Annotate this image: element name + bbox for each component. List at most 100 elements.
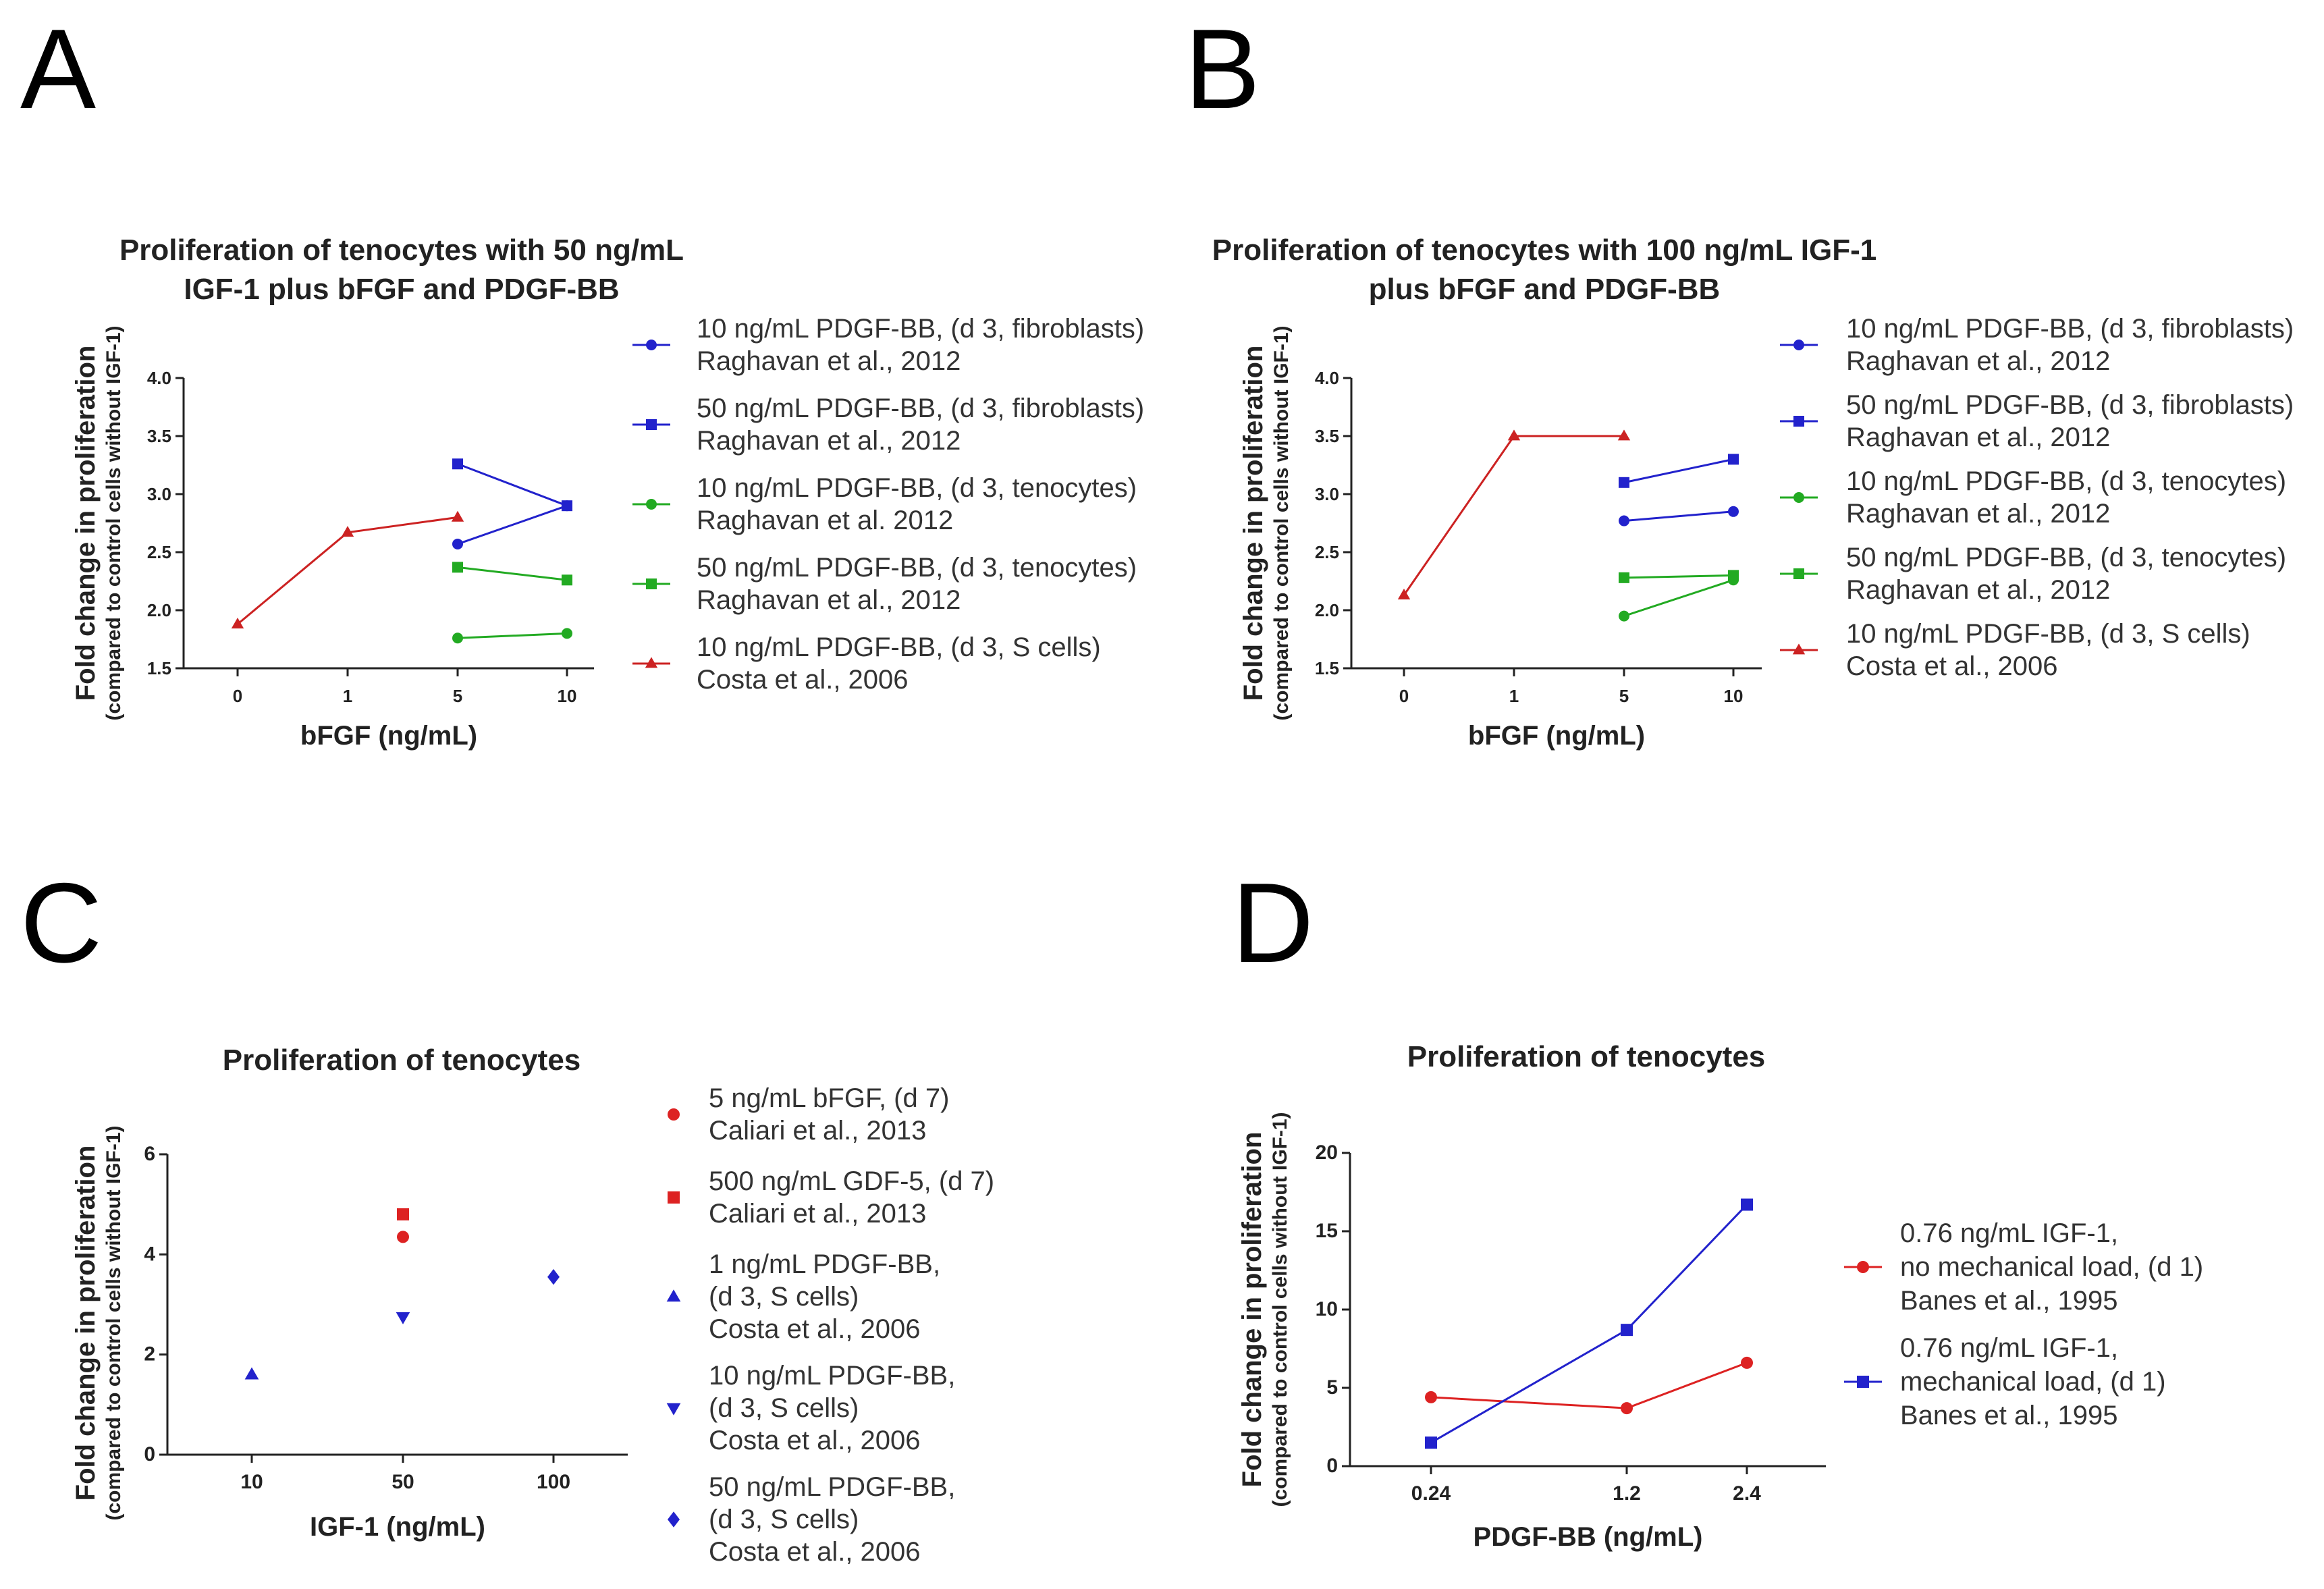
legend-entry: 10 ng/mL PDGF-BB, (d 3, fibroblasts)Ragh…: [1780, 314, 2294, 376]
legend-label: Banes et al., 1995: [1900, 1286, 2117, 1316]
legend-label: Raghavan et al., 2012: [697, 426, 961, 456]
series-line: [1430, 1362, 1748, 1409]
data-point: [562, 628, 572, 639]
y-tick-label: 4.0: [1315, 368, 1339, 388]
legend-marker: [1792, 643, 1806, 655]
legend-label: Raghavan et al. 2012: [697, 506, 953, 535]
data-point: [452, 562, 463, 573]
x-tick-label: 2.4: [1733, 1482, 1761, 1505]
panel-a: A Proliferation of tenocytes with 50 ng/m…: [20, 5, 1144, 751]
y-tick-label: 4.0: [147, 368, 171, 388]
data-point: [397, 1231, 409, 1243]
x-tick-label: 5: [453, 686, 462, 706]
legend-label: 50 ng/mL PDGF-BB, (d 3, tenocytes): [1846, 543, 2286, 572]
y-axis-sublabel: (compared to control cells without IGF-1…: [1270, 325, 1293, 720]
data-point: [1621, 1402, 1633, 1415]
y-tick-label: 5: [1326, 1376, 1338, 1399]
legend-marker: [646, 578, 657, 589]
y-axis-label: Fold change in proliferation: [1239, 346, 1268, 701]
legend-label: Costa et al., 2006: [709, 1314, 921, 1344]
legend-marker: [668, 1511, 680, 1528]
y-tick-label: 1.5: [1315, 658, 1339, 678]
legend-label: 50 ng/mL PDGF-BB, (d 3, tenocytes): [697, 553, 1137, 583]
legend-marker: [1857, 1376, 1869, 1388]
legend-label: Raghavan et al., 2012: [697, 585, 961, 615]
legend-label: (d 3, S cells): [709, 1282, 859, 1312]
panel-letter: D: [1232, 859, 1314, 986]
series-line: [1623, 578, 1734, 618]
legend-label: mechanical load, (d 1): [1900, 1367, 2166, 1397]
legend: 0.76 ng/mL IGF-1, no mechanical load, (d …: [1844, 1218, 2203, 1430]
series-line: [457, 504, 568, 545]
legend-label: Costa et al., 2006: [1846, 651, 2058, 681]
x-axis-label: IGF-1 (ng/mL): [310, 1512, 485, 1542]
legend-entry: 1 ng/mL PDGF-BB,(d 3, S cells)Costa et a…: [666, 1249, 940, 1344]
x-axis-label: bFGF (ng/mL): [1468, 721, 1645, 751]
y-tick-label: 2.0: [147, 600, 171, 620]
legend-label: Banes et al., 1995: [1900, 1401, 2117, 1430]
series-2: [397, 1208, 409, 1220]
series-3: [452, 628, 572, 644]
y-tick-label: 3.0: [147, 484, 171, 504]
legend-entry: 10 ng/mL PDGF-BB, (d 3, fibroblasts)Ragh…: [632, 314, 1144, 376]
data-point: [231, 618, 244, 629]
x-tick-label: 1.2: [1613, 1482, 1641, 1505]
y-tick-label: 0: [144, 1443, 155, 1465]
panel-letter: C: [20, 859, 102, 986]
y-axis-label: Fold change in proliferation: [71, 1146, 101, 1501]
y-tick-label: 2.5: [147, 542, 171, 562]
x-axis-label: bFGF (ng/mL): [300, 721, 477, 751]
legend-marker: [1793, 568, 1804, 579]
data-point: [1619, 477, 1629, 488]
series-5: [231, 510, 464, 629]
y-axis-label: Fold change in proliferation: [1237, 1132, 1267, 1488]
panel-letter: B: [1185, 5, 1260, 132]
legend-label: Caliari et al., 2013: [709, 1199, 926, 1229]
panel-b: B Proliferation of tenocytes with 100 ng/…: [1185, 5, 2294, 751]
legend-marker: [1793, 492, 1804, 503]
panel-d: D Proliferation of tenocytes 0 5 10 15 20 0.24 1…: [1232, 859, 2203, 1552]
legend-label: (d 3, S cells): [709, 1393, 859, 1423]
series-1: [397, 1231, 409, 1243]
x-tick-label: 10: [558, 686, 577, 706]
y-tick-label: 3.5: [147, 426, 171, 446]
data-point: [562, 500, 572, 512]
legend-label: no mechanical load, (d 1): [1900, 1252, 2203, 1282]
legend-label: (d 3, S cells): [709, 1505, 859, 1534]
y-axis-sublabel: (compared to control cells without IGF-1…: [103, 1125, 125, 1520]
data-point: [1397, 589, 1411, 600]
series-2: [452, 458, 572, 512]
legend-entry: 50 ng/mL PDGF-BB, (d 3, S cells) Costa et …: [668, 1472, 955, 1567]
legend-marker: [646, 340, 657, 350]
chart-title: Proliferation of tenocytes with 100 ng/m…: [1212, 234, 1876, 267]
x-tick-label: 0.24: [1411, 1482, 1451, 1505]
legend-entry: 500 ng/mL GDF-5, (d 7)Caliari et al., 20…: [668, 1166, 994, 1229]
y-axis-sublabel: (compared to control cells without IGF-1…: [103, 325, 125, 720]
series-5: [547, 1269, 560, 1285]
data-point: [452, 458, 463, 470]
y-tick-label: 20: [1316, 1141, 1338, 1164]
legend-entry: 0.76 ng/mL IGF-1, no mechanical load, (d …: [1844, 1218, 2203, 1316]
legend-marker: [668, 1191, 680, 1204]
data-point: [1507, 429, 1521, 441]
legend-marker: [668, 1108, 680, 1121]
series-line: [1623, 510, 1734, 522]
legend-entry: 10 ng/mL PDGF-BB, (d 3, S cells)Costa et…: [632, 632, 1101, 695]
series-5: [1397, 429, 1631, 600]
legend-label: 5 ng/mL bFGF, (d 7): [709, 1083, 949, 1113]
x-tick-label: 10: [1724, 686, 1744, 706]
series-line: [457, 566, 568, 581]
y-tick-label: 4: [144, 1243, 155, 1265]
series-line: [457, 632, 568, 639]
data-point: [341, 526, 354, 537]
y-axis-label: Fold change in proliferation: [71, 346, 101, 701]
y-tick-label: 6: [144, 1143, 155, 1165]
legend-marker: [1857, 1261, 1869, 1273]
x-tick-label: 100: [537, 1471, 570, 1493]
legend-entry: 50 ng/mL PDGF-BB, (d 3, tenocytes) Raghav…: [1780, 543, 2286, 605]
legend-marker: [645, 657, 658, 668]
x-tick-label: 1: [1509, 686, 1519, 706]
legend-entry: 50 ng/mL PDGF-BB, (d 3, fibroblasts) Ragh…: [1780, 390, 2294, 452]
chart-title: Proliferation of tenocytes: [223, 1044, 581, 1077]
data-point: [397, 1208, 409, 1220]
